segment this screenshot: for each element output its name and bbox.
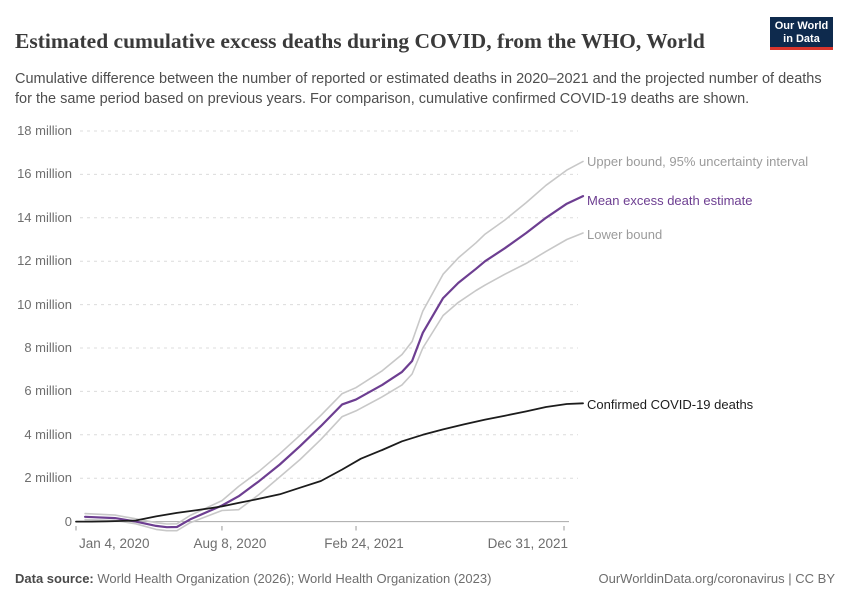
- confirmed-deaths-line: [75, 402, 584, 523]
- series-label-mean-excess: Mean excess death estimate: [587, 193, 753, 208]
- upper-bound-line: [84, 160, 584, 525]
- data-source: Data source: World Health Organization (…: [15, 571, 491, 586]
- y-axis-label: 0: [64, 513, 72, 529]
- lower-bound-line: [84, 232, 584, 532]
- series-label-lower-bound: Lower bound: [587, 227, 663, 242]
- series-label-upper-bound: Upper bound, 95% uncertainty interval: [587, 154, 809, 169]
- data-source-label: Data source:: [15, 570, 94, 586]
- owid-logo-line1: Our World: [774, 20, 829, 32]
- data-source-text: World Health Organization (2026); World …: [93, 570, 492, 586]
- y-axis-label: 12 million: [17, 253, 72, 269]
- owid-logo-line2: in Data: [783, 33, 820, 46]
- y-axis-label: 4 million: [24, 426, 72, 442]
- y-axis-label: 10 million: [17, 296, 72, 312]
- x-axis-label: Dec 31, 2021: [487, 536, 568, 551]
- y-axis-label: 6 million: [24, 383, 72, 399]
- y-axis-label: 18 million: [17, 123, 72, 138]
- x-axis-label: Jan 4, 2020: [79, 536, 150, 551]
- x-axis-label: Feb 24, 2021: [324, 536, 404, 551]
- mean-excess-line: [84, 195, 585, 529]
- chart-title: Estimated cumulative excess deaths durin…: [15, 29, 705, 54]
- y-axis-label: 2 million: [24, 470, 72, 486]
- series-label-confirmed-deaths: Confirmed COVID-19 deaths: [587, 397, 754, 412]
- footer: Data source: World Health Organization (…: [15, 568, 835, 588]
- owid-logo[interactable]: Our World in Data: [770, 17, 833, 50]
- footer-link[interactable]: OurWorldinData.org/coronavirus | CC BY: [598, 570, 835, 586]
- x-axis-label: Aug 8, 2020: [193, 536, 267, 551]
- y-axis-label: 16 million: [17, 166, 72, 182]
- y-axis-label: 14 million: [17, 209, 72, 225]
- chart-subtitle: Cumulative difference between the number…: [15, 71, 822, 108]
- y-axis-label: 8 million: [24, 340, 72, 355]
